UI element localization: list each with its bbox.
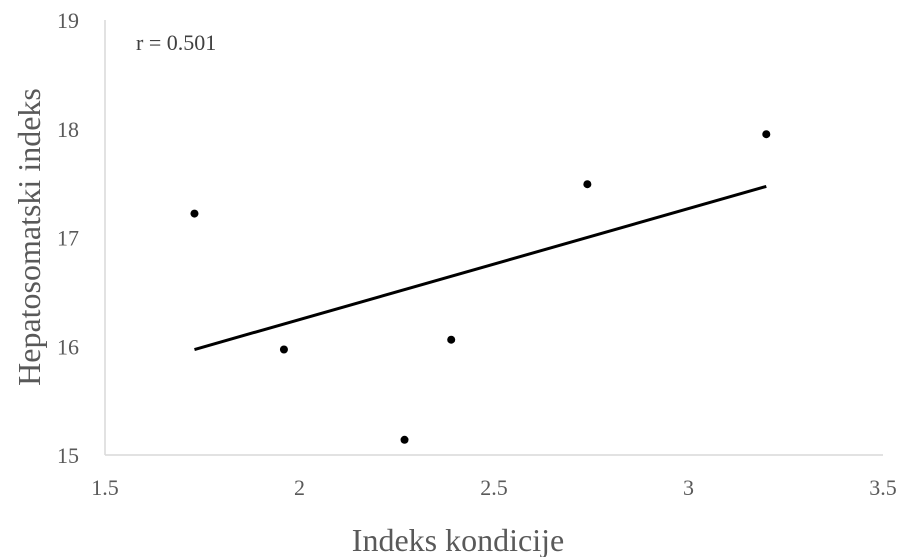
trendline <box>194 184 767 351</box>
data-point <box>190 209 199 218</box>
data-point <box>762 130 771 139</box>
y-tick-label: 15 <box>57 443 79 468</box>
x-tick-label: 1.5 <box>91 475 119 500</box>
x-tick-label: 3 <box>683 475 694 500</box>
axes <box>104 20 883 456</box>
y-axis-title: Hepatosomatski indeks <box>11 88 47 386</box>
x-axis-title: Indeks kondicije <box>352 522 564 557</box>
y-tick-label: 19 <box>57 8 79 33</box>
y-tick-label: 17 <box>57 226 79 251</box>
data-point <box>400 435 409 444</box>
x-tick-labels: 1.5 2 2.5 3 3.5 <box>91 475 897 500</box>
correlation-annotation: r = 0.501 <box>136 30 216 55</box>
y-tick-label: 16 <box>57 334 79 359</box>
data-point <box>583 180 592 189</box>
x-tick-label: 2.5 <box>480 475 508 500</box>
data-points <box>190 130 771 444</box>
y-tick-labels: 15 16 17 18 19 <box>57 8 79 468</box>
x-tick-label: 3.5 <box>869 475 897 500</box>
x-tick-label: 2 <box>294 475 305 500</box>
y-tick-label: 18 <box>57 117 79 142</box>
data-point <box>279 345 288 354</box>
data-point <box>447 335 456 344</box>
